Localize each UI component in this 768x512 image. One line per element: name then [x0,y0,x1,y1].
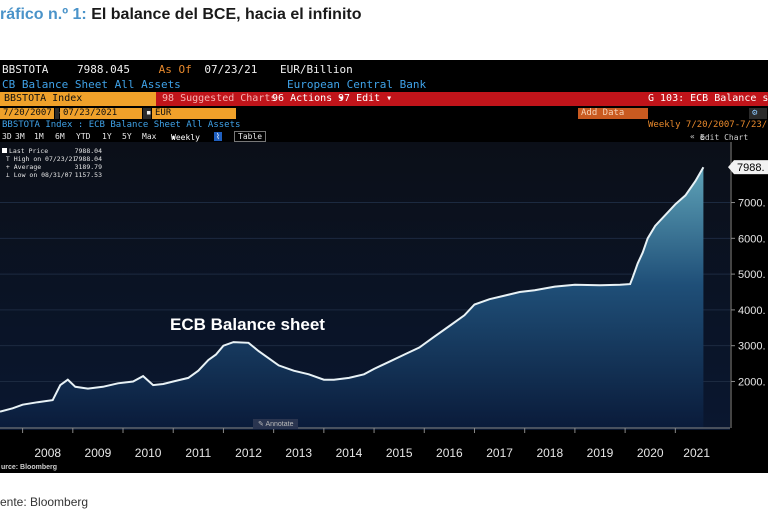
legend-row: + Average 3189.79 [5,163,102,171]
x-tick-label: 2016 [436,446,463,460]
actions-number: 96 [272,93,291,104]
high-marker-icon: T [5,155,14,163]
gridlines [0,202,730,382]
average-marker-icon: + [5,163,14,171]
legend-swatch [2,148,7,153]
date-separator: - [55,108,63,119]
bank-name: European Central Bank [287,78,427,91]
y-tick-label: 6000. [738,233,766,245]
y-axis: 2000. 3000. 4000. 5000. 6000. 7000. [730,142,766,428]
unit-label: EUR/Billion [279,63,353,76]
chevron-down-icon: ▾ [171,133,176,142]
table-button[interactable]: Table [234,131,267,142]
as-of-label: As Of [158,63,192,76]
figure-number: ráfico n.º 1: [0,6,87,23]
legend-row: Last Price 7988.04 [2,147,102,155]
series-description: CB Balance Sheet All Assets [2,78,181,91]
toolbar-row: 3D 3M 1M 6M YTD 1Y 5Y Max Weekly ▾ ⌇ Tab… [2,131,749,142]
y-tick-label: 7000. [738,198,766,210]
gear-icon: ⚙ [700,133,705,142]
period-6m[interactable]: 6M [55,132,65,141]
x-tick-label: 2019 [587,446,614,460]
chart-subtitle: BBSTOTA Index : ECB Balance Sheet All As… [2,120,241,130]
edit-menu[interactable]: 97 Edit ▾ [338,93,393,104]
balance-line [0,166,705,413]
annotate-button[interactable]: ✎ Annotate [253,419,299,429]
chevron-down-icon: ▾ [332,93,345,104]
collapse-icon[interactable]: « [690,132,695,141]
x-tick-label: 2012 [235,446,262,460]
x-tick-label: 2010 [135,446,162,460]
date-range-bar: 7/20/2007 - 07/23/2021 ▪ EUR Add Data ⚙ [0,107,768,120]
command-bar: BBSTOTA Index 98 Suggested Charts 96 Act… [0,92,768,106]
page-id: G 103: ECB Balance she [648,93,768,104]
y-tick-label: 2000. [738,376,766,388]
last-price: 7988.045 [76,63,130,76]
chevron-down-icon: ▾ [380,93,393,104]
x-tick-label: 2009 [85,446,112,460]
x-axis: 2008 2009 2010 2011 2012 2013 2014 2015 2016 2017… [0,427,730,460]
x-tick-label: 2018 [536,446,563,460]
period-max[interactable]: Max [142,132,157,141]
terminal-source: urce: Bloomberg [1,464,58,471]
last-price-label: 7988. [737,162,765,174]
x-tick-label: 2021 [683,446,710,460]
period-3m[interactable]: 3M [15,132,25,141]
last-price-pointer [728,160,734,175]
y-tick-label: 3000. [738,341,766,353]
bloomberg-terminal: 2008 2009 2010 2011 2012 2013 2014 2015 2016 2017… [0,60,768,473]
figure-source: ente: Bloomberg [0,495,89,509]
chart-legend: Last Price 7988.04 T High on 07/23/21 79… [2,147,102,179]
x-tick-label: 2013 [285,446,312,460]
x-tick-label: 2014 [336,446,363,460]
index-field[interactable]: BBSTOTA Index [0,92,156,106]
x-tick-label: 2020 [637,446,664,460]
settings-icon[interactable]: ⚙ [749,108,767,119]
header-line-1: BBSTOTA 7988.045 As Of 07/23/21 EUR/Bill… [2,63,353,76]
y-tick-label: 4000. [738,305,766,317]
period-ytd[interactable]: YTD [76,132,91,141]
as-of-date: 07/23/21 [204,63,258,76]
legend-row: ⊥ Low on 08/31/07 1157.53 [5,171,102,179]
chart-canvas: 2008 2009 2010 2011 2012 2013 2014 2015 2016 2017… [0,142,768,460]
pencil-icon: ✎ [258,421,266,428]
ticker: BBSTOTA [2,63,49,76]
end-date-field[interactable]: 07/23/2021 [60,108,142,119]
chart-type-icon[interactable]: ⌇ [214,132,222,141]
suggested-charts-button[interactable]: 98 Suggested Charts [162,93,277,104]
start-date-field[interactable]: 7/20/2007 [0,108,54,119]
legend-row: T High on 07/23/21 7988.04 [5,155,102,163]
period-1m[interactable]: 1M [34,132,44,141]
currency-field[interactable]: EUR [152,108,236,119]
suggested-number: 98 [162,93,181,104]
chart-subtitle-row: BBSTOTA Index : ECB Balance Sheet All As… [2,120,768,130]
x-tick-label: 2015 [386,446,413,460]
y-tick-label: 5000. [738,269,766,281]
balance-area [0,167,704,428]
x-tick-label: 2008 [34,446,61,460]
last-price-tag: 7988. [728,160,768,175]
figure-title-text: El balance del BCE, hacia el infinito [91,6,362,23]
figure-title: ráfico n.º 1: El balance del BCE, hacia … [0,6,362,24]
low-marker-icon: ⊥ [5,171,14,179]
period-3d[interactable]: 3D [2,132,12,141]
x-tick-label: 2011 [185,446,211,460]
period-5y[interactable]: 5Y [122,132,132,141]
last-price-box [734,160,768,175]
calendar-icon[interactable]: ▪ [143,108,151,119]
add-data-field[interactable]: Add Data [578,108,648,119]
x-tick-label: 2017 [486,446,513,460]
edit-number: 97 [338,93,357,104]
header-line-2: CB Balance Sheet All Assets European Cen… [2,78,762,91]
date-range-label: Weekly 7/20/2007-7/23/ [648,120,768,130]
actions-menu[interactable]: 96 Actions ▾ [272,93,345,104]
period-1y[interactable]: 1Y [102,132,112,141]
chart-annotation: ECB Balance sheet [170,315,325,334]
